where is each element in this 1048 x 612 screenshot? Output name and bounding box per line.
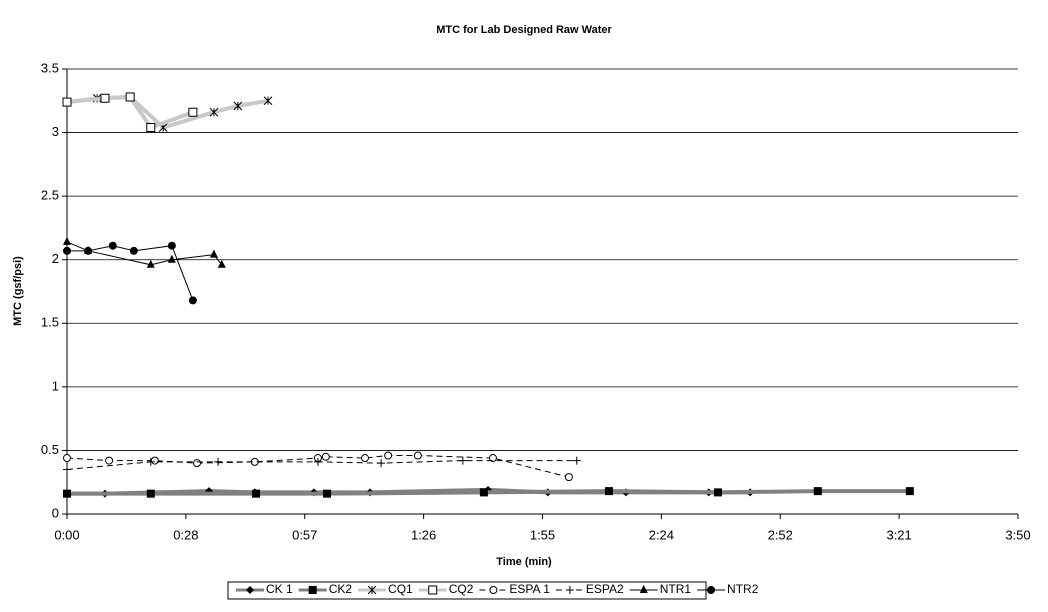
marker — [84, 246, 93, 255]
marker — [209, 249, 218, 258]
x-axis-label: Time (min) — [496, 556, 552, 568]
x-tick-label: 0:57 — [292, 527, 317, 542]
y-tick-label: 3 — [52, 124, 59, 139]
x-tick-label: 3:50 — [1005, 527, 1030, 542]
marker — [905, 487, 914, 496]
marker — [713, 488, 722, 497]
marker — [146, 489, 155, 498]
marker — [100, 93, 110, 103]
marker — [150, 456, 159, 465]
marker — [129, 246, 138, 255]
marker — [367, 585, 377, 595]
marker — [479, 488, 488, 497]
x-tick-label: 1:55 — [530, 527, 555, 542]
marker — [323, 489, 332, 498]
legend-label: CQ2 — [449, 582, 474, 596]
y-tick-label: 1 — [52, 378, 59, 393]
marker — [321, 452, 330, 461]
marker — [188, 107, 198, 117]
marker — [413, 451, 422, 460]
marker — [146, 457, 155, 466]
marker — [428, 585, 438, 595]
marker — [214, 457, 223, 466]
x-tick-label: 2:52 — [768, 527, 793, 542]
y-axis-label: MTC (gsf/psi) — [12, 256, 24, 326]
legend-label: NTR2 — [727, 582, 759, 596]
marker — [565, 586, 574, 594]
marker — [167, 254, 176, 263]
marker — [572, 456, 581, 465]
legend-label: NTR1 — [660, 582, 692, 596]
marker — [193, 459, 202, 468]
marker — [252, 489, 261, 498]
marker — [63, 465, 71, 474]
marker — [377, 459, 386, 468]
marker — [63, 246, 71, 255]
marker — [63, 489, 71, 498]
chart-title: MTC for Lab Designed Raw Water — [436, 24, 612, 36]
marker — [263, 96, 273, 106]
x-tick-label: 1:26 — [411, 527, 436, 542]
y-tick-label: 0.5 — [41, 442, 59, 457]
legend-label: ESPA2 — [586, 582, 624, 596]
x-tick-label: 3:21 — [886, 527, 911, 542]
x-tick-label: 0:00 — [54, 527, 79, 542]
marker — [604, 487, 613, 496]
x-tick-label: 0:28 — [173, 527, 198, 542]
marker — [246, 586, 254, 594]
y-tick-label: 3.5 — [41, 60, 59, 75]
y-tick-label: 0 — [52, 505, 59, 520]
marker — [308, 586, 317, 594]
marker — [146, 122, 156, 132]
marker — [62, 97, 72, 107]
marker — [488, 454, 497, 463]
y-tick-label: 2 — [52, 251, 59, 266]
marker — [167, 241, 176, 250]
marker — [233, 101, 243, 111]
marker — [813, 487, 822, 496]
marker — [639, 585, 648, 593]
marker — [313, 457, 322, 466]
marker — [384, 451, 393, 460]
marker — [63, 454, 71, 463]
legend-label: ESPA 1 — [509, 582, 550, 596]
marker — [217, 259, 226, 268]
marker — [188, 296, 197, 305]
y-tick-label: 1.5 — [41, 315, 59, 330]
marker — [105, 456, 114, 465]
marker — [209, 107, 219, 117]
legend-label: CK 1 — [266, 582, 293, 596]
y-tick-label: 2.5 — [41, 188, 59, 203]
marker — [489, 586, 498, 594]
marker — [108, 241, 117, 250]
marker — [707, 586, 716, 594]
marker — [125, 92, 135, 102]
marker — [146, 259, 155, 268]
legend-label: CK2 — [329, 582, 353, 596]
marker — [63, 236, 71, 245]
x-tick-label: 2:24 — [649, 527, 674, 542]
legend-label: CQ1 — [388, 582, 413, 596]
marker — [361, 454, 370, 463]
marker — [458, 456, 467, 465]
marker — [564, 473, 573, 482]
